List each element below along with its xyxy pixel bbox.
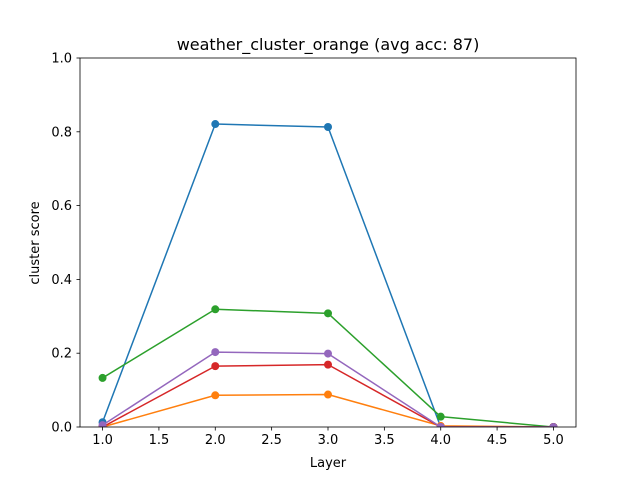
x-tick-label: 5.0 [543, 433, 564, 448]
data-point-s1-3 [324, 123, 332, 132]
data-point-s3-3 [324, 309, 332, 318]
series-line-2 [101, 393, 555, 427]
data-point-s5-4 [436, 423, 445, 427]
y-tick-label: 0.2 [51, 347, 72, 362]
data-point-s5-2 [211, 348, 220, 357]
data-point-s3-2 [211, 305, 220, 314]
x-tick-label: 4.0 [430, 433, 451, 448]
data-point-s2-2 [211, 391, 220, 400]
x-tick-label: 3.5 [374, 433, 395, 448]
x-tick-label: 1.5 [149, 433, 170, 448]
data-point-s4-3 [324, 360, 332, 369]
y-tick-label: 1.0 [51, 52, 72, 67]
x-tick-label: 4.5 [487, 433, 508, 448]
x-tick-label: 2.5 [261, 433, 282, 448]
x-axis-label: Layer [310, 456, 347, 471]
y-tick-label: 0.4 [51, 273, 72, 288]
data-point-s5-5 [549, 423, 558, 427]
y-tick-label: 0.8 [51, 125, 72, 140]
data-point-s4-2 [211, 362, 220, 371]
data-point-s1-2 [211, 120, 220, 129]
data-point-s5-3 [324, 349, 332, 358]
y-axis-label: cluster score [28, 201, 43, 284]
x-tick-label: 3.0 [318, 433, 339, 448]
data-point-s5-1 [98, 421, 107, 427]
axes: 1.0 1.5 2.0 2.5 3.0 3.5 4.0 4.5 5.0 0.0 0.2 0.4 0.6 0… [51, 52, 577, 448]
x-tick-label: 2.0 [205, 433, 226, 448]
chart-title: weather_cluster_orange (avg acc: 87) [177, 35, 480, 55]
plot-area [98, 120, 558, 427]
x-tick-label: 1.0 [92, 433, 113, 448]
data-point-s3-4 [436, 412, 445, 421]
plot-frame [79, 57, 577, 428]
data-point-s2-3 [324, 390, 332, 399]
y-tick-label: 0.0 [51, 421, 72, 436]
data-point-s3-1 [98, 373, 107, 382]
y-tick-label: 0.6 [51, 199, 72, 214]
